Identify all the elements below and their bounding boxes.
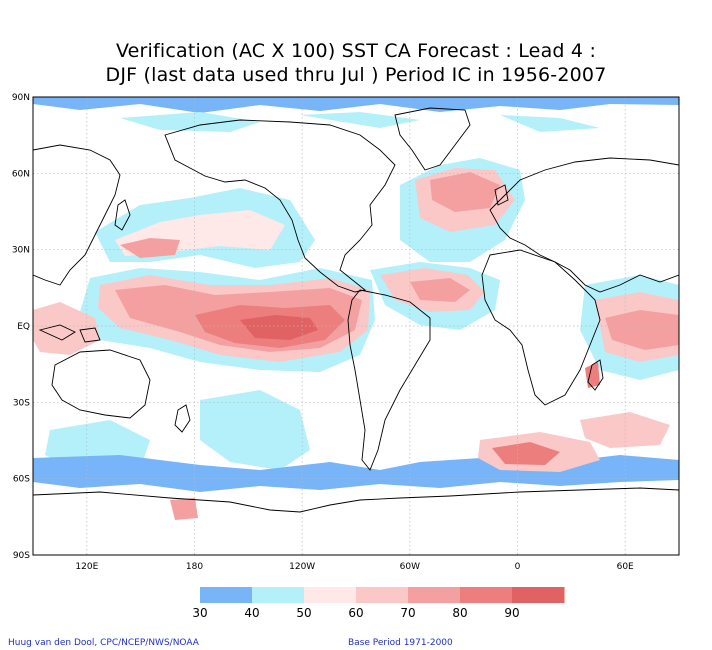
- colorbar-tick-label: 40: [244, 606, 259, 620]
- coast-new-zealand: [174, 404, 191, 433]
- shade-south-atlantic-mid: [492, 442, 560, 465]
- colorbar-tick-label: 30: [192, 606, 207, 620]
- colorbar-swatch: [356, 587, 409, 603]
- colorbar-swatch: [200, 587, 253, 603]
- footer-credit: Huug van den Dool, CPC/NCEP/NWS/NOAA: [8, 638, 199, 648]
- coast-indonesia: [38, 324, 101, 343]
- colorbar-swatch: [460, 587, 513, 603]
- shade-north-pacific-red: [120, 238, 180, 258]
- shade-north-atlantic-mid: [430, 172, 500, 212]
- coast-madagascar: [587, 359, 604, 391]
- coast-eurasia: [33, 144, 679, 293]
- lon-tick-label: 60W: [400, 562, 420, 572]
- colorbar-tick-label: 50: [296, 606, 311, 620]
- lat-tick-label: EQ: [17, 322, 30, 332]
- lat-tick-label: 30S: [13, 398, 30, 408]
- colorbar-tick-label: 90: [504, 606, 519, 620]
- shade-tropical-atlantic-mid: [410, 278, 470, 302]
- chart-title-line-2: DJF (last data used thru Jul ) Period IC…: [105, 64, 607, 86]
- shade-south-pacific-light: [45, 390, 310, 472]
- shade-tropical-pacific-core: [240, 315, 318, 340]
- map-frame: [32, 96, 680, 556]
- lon-tick-label: 0: [515, 562, 521, 572]
- shade-arctic-light: [120, 112, 600, 132]
- colorbar-tick-label: 60: [348, 606, 363, 620]
- shade-arctic: [33, 97, 679, 113]
- lat-tick-label: 90S: [13, 551, 30, 561]
- lon-tick-label: 120E: [75, 562, 98, 572]
- lat-tick-label: 60S: [13, 475, 30, 485]
- lat-tick-label: 30N: [12, 246, 30, 256]
- shade-indian-mid: [605, 310, 679, 350]
- colorbar-tick-label: 80: [452, 606, 467, 620]
- colorbar-swatch: [408, 587, 461, 603]
- colorbar-tick-label: 70: [400, 606, 415, 620]
- footer-base-period: Base Period 1971-2000: [348, 638, 453, 648]
- shade-madagascar-channel: [585, 362, 600, 388]
- coast-africa: [481, 249, 601, 406]
- coast-greenland: [394, 107, 471, 171]
- coast-north-america: [164, 119, 396, 293]
- latitude-labels: 90N 60N 30N EQ 30S 60S 90S: [12, 93, 30, 561]
- colorbar-swatch: [252, 587, 305, 603]
- coast-south-america: [347, 289, 431, 471]
- chart-title-line-1: Verification (AC X 100) SST CA Forecast …: [115, 40, 597, 62]
- coast-antarctica: [33, 487, 679, 513]
- coast-uk: [494, 184, 509, 206]
- coast-japan: [114, 199, 131, 231]
- coastlines: [33, 107, 679, 513]
- colorbar-swatch: [512, 587, 565, 603]
- shade-southern-pacific-red: [170, 498, 198, 520]
- colorbar: 30 40 50 60 70 80 90: [192, 587, 565, 620]
- lon-tick-label: 120W: [289, 562, 315, 572]
- lon-tick-label: 60E: [617, 562, 634, 572]
- colorbar-swatch: [304, 587, 357, 603]
- graticule: [33, 97, 679, 555]
- lon-tick-label: 180: [186, 562, 203, 572]
- longitude-labels: 120E 180 120W 60W 0 60E: [75, 562, 634, 572]
- lat-tick-label: 90N: [12, 93, 30, 103]
- lat-tick-label: 60N: [12, 169, 30, 179]
- skill-shading: [33, 97, 679, 520]
- coast-australia: [51, 349, 151, 419]
